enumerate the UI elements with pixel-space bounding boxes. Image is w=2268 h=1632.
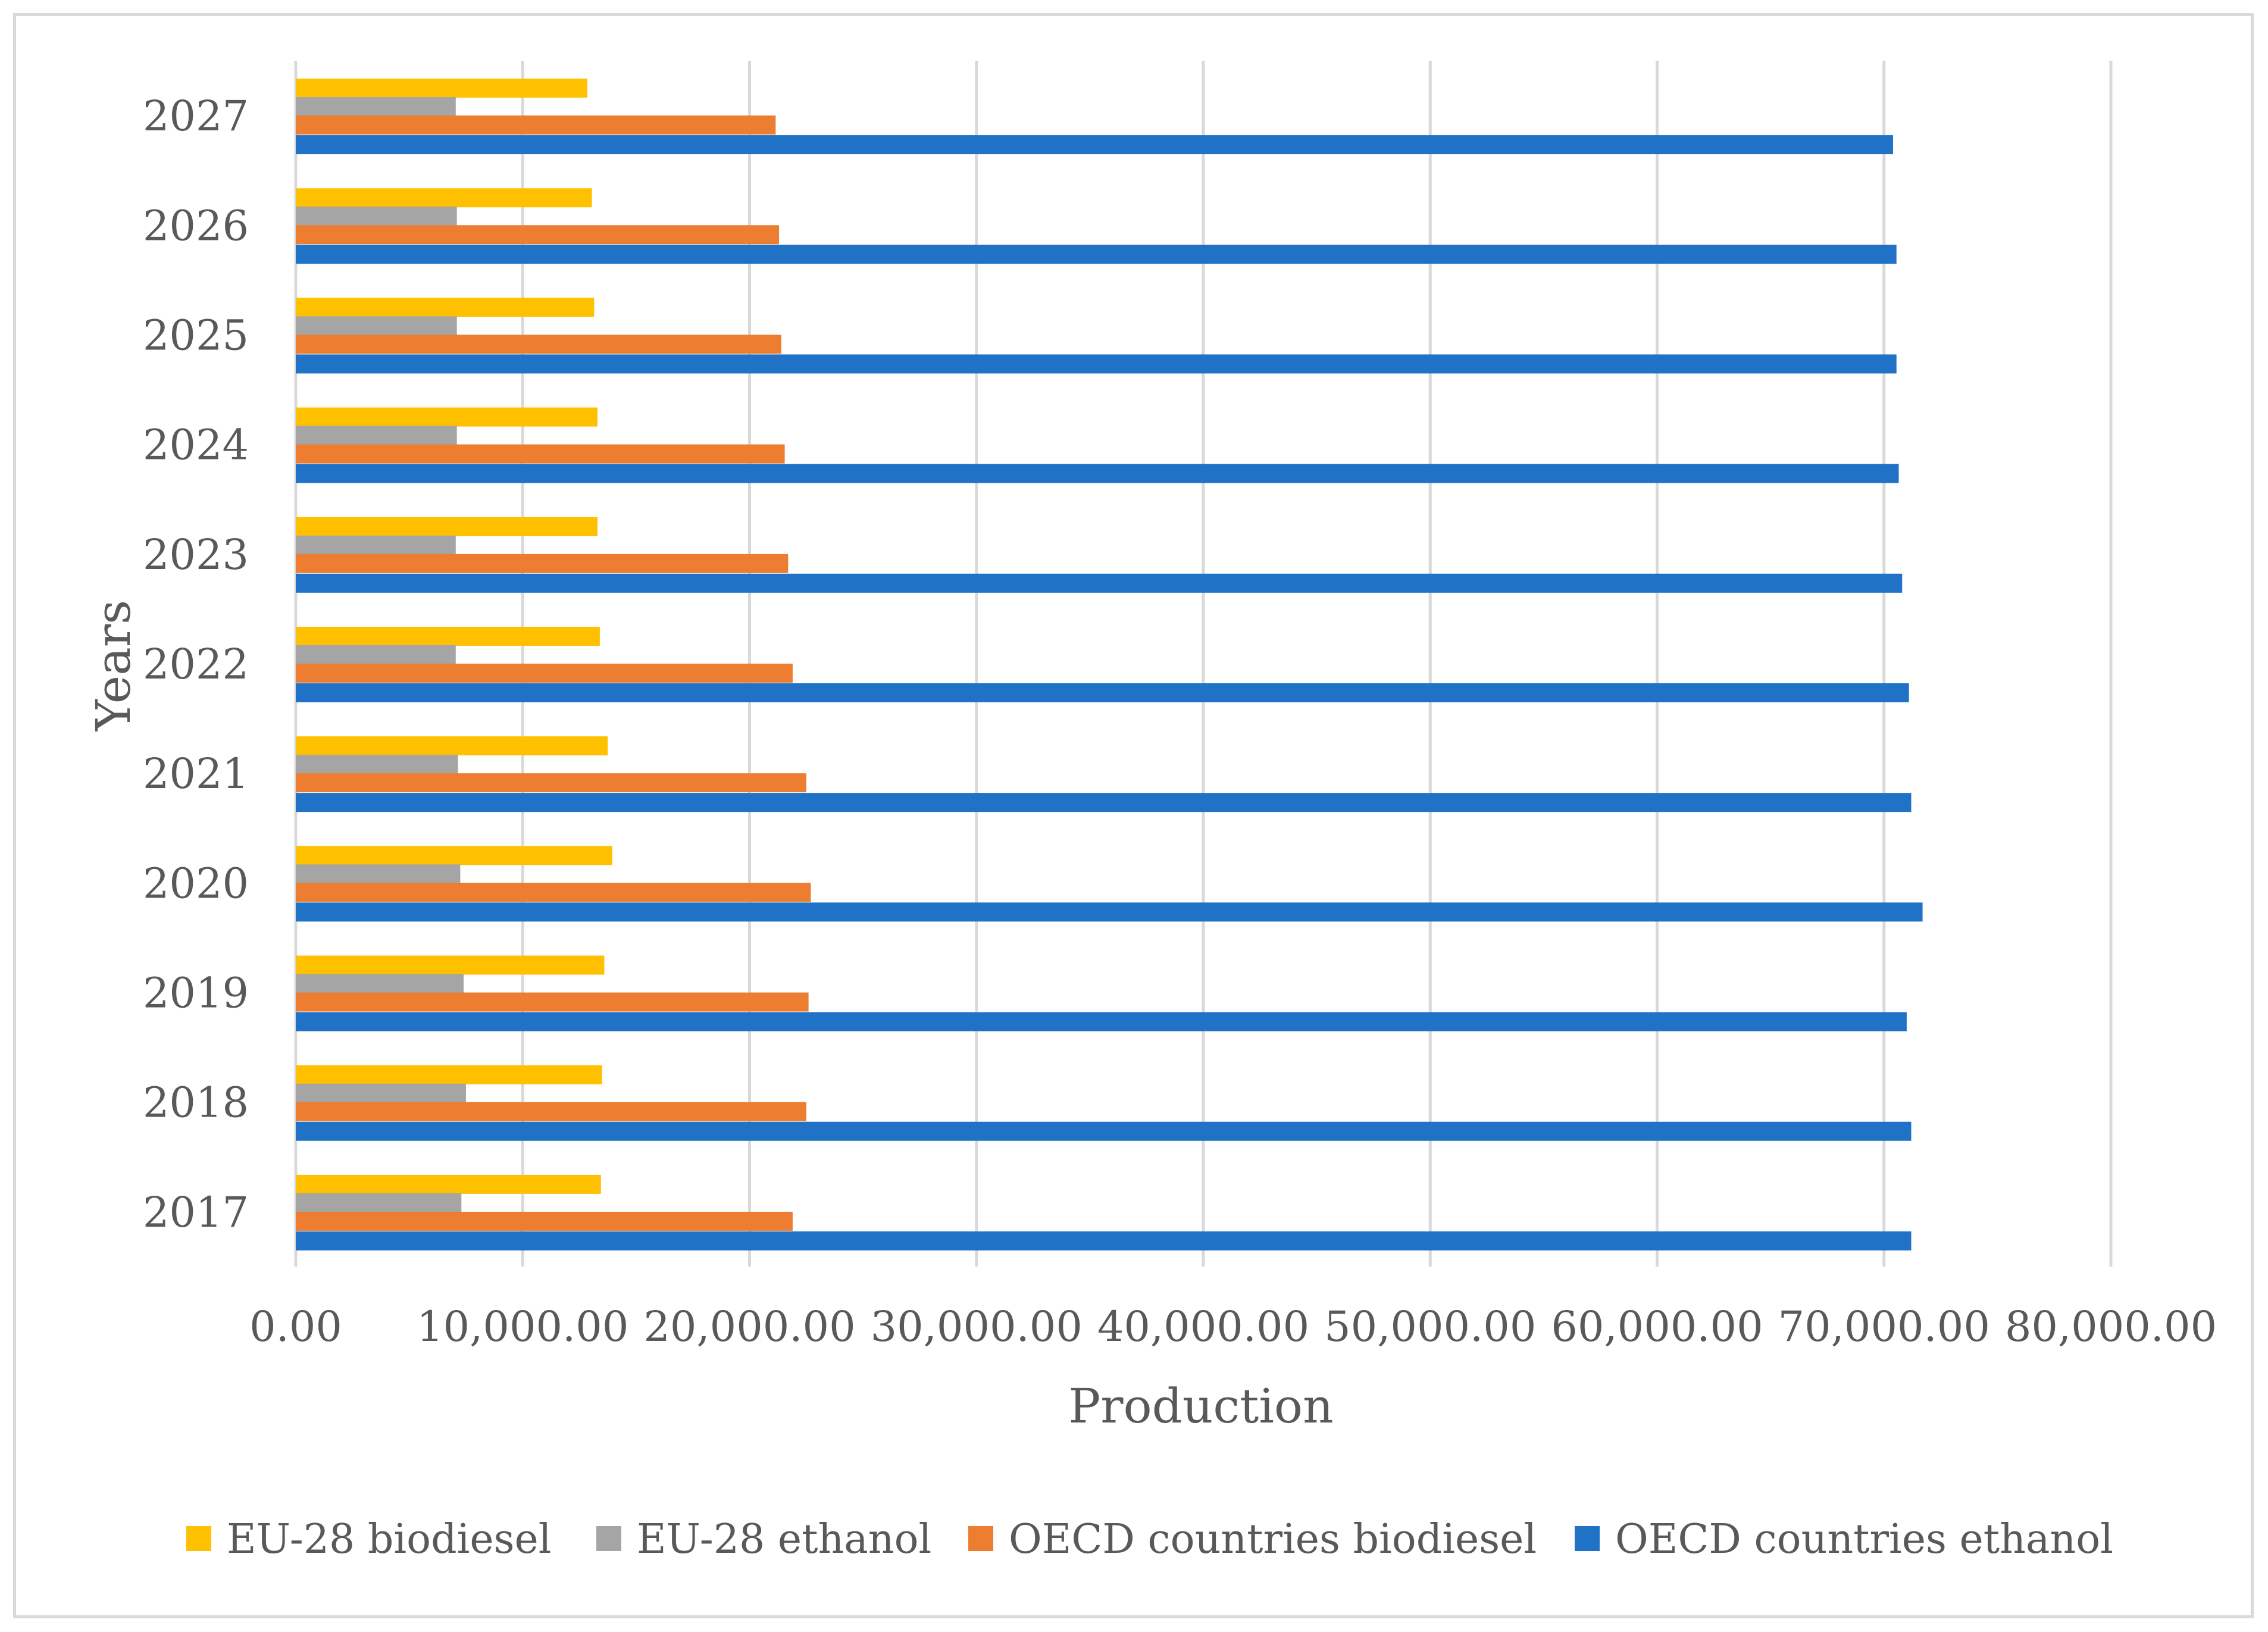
legend-label-oecd-countries-biodiesel: OECD countries biodiesel — [1009, 1516, 1537, 1563]
y-tick-label-2021: 2021 — [143, 749, 249, 798]
bar-2026-eu-28-ethanol — [296, 207, 457, 226]
bar-2022-eu-28-ethanol — [296, 645, 456, 664]
bar-2017-oecd-countries-biodiesel — [296, 1211, 793, 1231]
bar-2025-eu-28-ethanol — [296, 316, 457, 336]
x-tick-label-2: 20,000.00 — [643, 1302, 855, 1351]
bar-2021-oecd-countries-ethanol — [296, 793, 1912, 812]
bar-2018-oecd-countries-biodiesel — [296, 1102, 806, 1121]
y-tick-label-2022: 2022 — [143, 640, 249, 689]
y-tick-labels: 2017 2018 2019 2020 2021 2022 2023 2024 2025 2026… — [143, 92, 249, 1237]
bar-2027-eu-28-biodiesel — [296, 79, 587, 98]
y-tick-label-2027: 2027 — [143, 92, 249, 140]
bar-2021-eu-28-ethanol — [296, 755, 458, 774]
bar-2024-eu-28-ethanol — [296, 426, 457, 445]
bar-2018-oecd-countries-ethanol — [296, 1121, 1912, 1141]
x-tick-label-5: 50,000.00 — [1324, 1302, 1536, 1351]
bar-2021-eu-28-biodiesel — [296, 736, 608, 756]
legend: EU-28 biodiesel EU-28 ethanol OECD countri… — [186, 1516, 2113, 1563]
x-axis-title: Production — [1068, 1378, 1333, 1434]
bar-2019-eu-28-ethanol — [296, 974, 464, 993]
bar-2023-oecd-countries-ethanol — [296, 573, 1903, 593]
bar-2026-oecd-countries-ethanol — [296, 245, 1897, 264]
bar-2023-eu-28-ethanol — [296, 535, 456, 555]
legend-label-oecd-countries-ethanol: OECD countries ethanol — [1615, 1516, 2113, 1563]
bar-2017-eu-28-biodiesel — [296, 1174, 601, 1194]
legend-swatch-eu-28-biodiesel — [186, 1526, 211, 1551]
bar-2023-oecd-countries-biodiesel — [296, 554, 789, 573]
bar-2018-eu-28-biodiesel — [296, 1065, 602, 1084]
y-tick-label-2017: 2017 — [143, 1188, 249, 1237]
bar-2017-oecd-countries-ethanol — [296, 1231, 1912, 1250]
bar-2022-eu-28-biodiesel — [296, 627, 600, 646]
bar-2022-oecd-countries-ethanol — [296, 683, 1909, 702]
y-tick-label-2025: 2025 — [143, 311, 249, 359]
bar-2018-eu-28-ethanol — [296, 1083, 466, 1103]
bar-2020-oecd-countries-ethanol — [296, 902, 1923, 922]
x-tick-label-3: 30,000.00 — [871, 1302, 1083, 1351]
y-tick-label-2019: 2019 — [143, 969, 249, 1018]
legend-swatch-oecd-countries-biodiesel — [968, 1526, 993, 1551]
x-tick-labels: 0.00 10,000.00 20,000.00 30,000.00 40,000.00… — [249, 1302, 2217, 1351]
legend-label-eu-28-ethanol: EU-28 ethanol — [637, 1516, 931, 1563]
x-tick-label-0: 0.00 — [249, 1302, 342, 1351]
y-tick-label-2020: 2020 — [143, 859, 249, 908]
bar-2026-oecd-countries-biodiesel — [296, 225, 780, 245]
bar-2023-eu-28-biodiesel — [296, 517, 598, 536]
bar-2017-eu-28-ethanol — [296, 1193, 462, 1212]
x-tick-label-4: 40,000.00 — [1097, 1302, 1309, 1351]
y-tick-label-2018: 2018 — [143, 1078, 249, 1127]
x-tick-label-8: 80,000.00 — [2005, 1302, 2217, 1351]
bar-2022-oecd-countries-biodiesel — [296, 664, 793, 683]
y-tick-label-2023: 2023 — [143, 530, 249, 579]
bar-2027-eu-28-ethanol — [296, 97, 456, 117]
bar-2027-oecd-countries-biodiesel — [296, 115, 776, 135]
y-axis-title: Years — [86, 600, 141, 731]
chart-frame — [13, 13, 2254, 1618]
legend-label-eu-28-biodiesel: EU-28 biodiesel — [227, 1516, 552, 1563]
bars — [296, 79, 1923, 1250]
bar-2025-oecd-countries-biodiesel — [296, 334, 781, 354]
bar-2025-oecd-countries-ethanol — [296, 354, 1897, 374]
bar-2024-oecd-countries-ethanol — [296, 464, 1899, 483]
y-tick-label-2026: 2026 — [143, 201, 249, 250]
bar-2025-eu-28-biodiesel — [296, 298, 595, 317]
bar-2021-oecd-countries-biodiesel — [296, 773, 806, 793]
bar-2019-eu-28-biodiesel — [296, 955, 605, 975]
bar-2024-oecd-countries-biodiesel — [296, 444, 785, 464]
x-tick-label-7: 70,000.00 — [1778, 1302, 1990, 1351]
legend-swatch-oecd-countries-ethanol — [1575, 1526, 1600, 1551]
bar-2020-oecd-countries-biodiesel — [296, 883, 811, 902]
bar-2020-eu-28-ethanol — [296, 864, 461, 884]
legend-swatch-eu-28-ethanol — [596, 1526, 621, 1551]
bar-2026-eu-28-biodiesel — [296, 188, 592, 208]
bar-2019-oecd-countries-ethanol — [296, 1012, 1907, 1031]
x-tick-label-1: 10,000.00 — [417, 1302, 628, 1351]
bar-2020-eu-28-biodiesel — [296, 846, 612, 865]
bar-2027-oecd-countries-ethanol — [296, 135, 1893, 155]
bar-2019-oecd-countries-biodiesel — [296, 992, 809, 1012]
x-tick-label-6: 60,000.00 — [1551, 1302, 1763, 1351]
bar-2024-eu-28-biodiesel — [296, 407, 598, 427]
y-tick-label-2024: 2024 — [143, 421, 249, 470]
